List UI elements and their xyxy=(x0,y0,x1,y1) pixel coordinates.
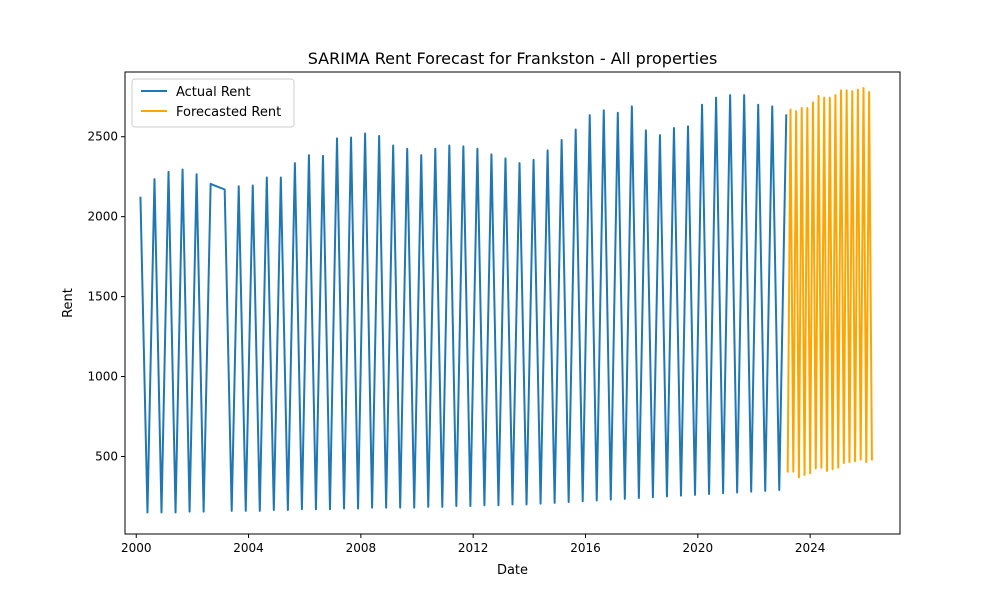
x-axis: 2000 2004 2008 2012 2016 2020 2024 xyxy=(121,534,825,555)
series-line-forecasted-rent xyxy=(786,86,873,479)
x-tick-label: 2016 xyxy=(570,541,601,555)
plot-area xyxy=(139,86,873,514)
y-tick-label: 1000 xyxy=(87,370,118,384)
legend-label-forecast: Forecasted Rent xyxy=(176,105,281,120)
y-tick-label: 500 xyxy=(95,449,118,463)
x-tick-label: 2012 xyxy=(458,541,489,555)
x-tick-label: 2008 xyxy=(346,541,377,555)
legend-label-actual: Actual Rent xyxy=(176,85,251,100)
y-axis: 500 1000 1500 2000 2500 xyxy=(87,130,125,463)
legend-box xyxy=(131,78,295,128)
legend: Actual Rent Forecasted Rent xyxy=(131,78,295,128)
x-axis-title: Date xyxy=(497,563,528,578)
y-tick-label: 2000 xyxy=(87,210,118,224)
y-axis-title: Rent xyxy=(61,288,76,318)
chart-title: SARIMA Rent Forecast for Frankston - All… xyxy=(308,49,718,68)
x-tick-label: 2020 xyxy=(683,541,714,555)
x-tick-label: 2024 xyxy=(795,541,826,555)
axes-frame xyxy=(124,71,901,535)
series-line-actual-rent xyxy=(139,94,788,514)
y-tick-label: 1500 xyxy=(87,290,118,304)
x-tick-label: 2000 xyxy=(121,541,152,555)
x-tick-label: 2004 xyxy=(233,541,264,555)
y-tick-label: 2500 xyxy=(87,130,118,144)
